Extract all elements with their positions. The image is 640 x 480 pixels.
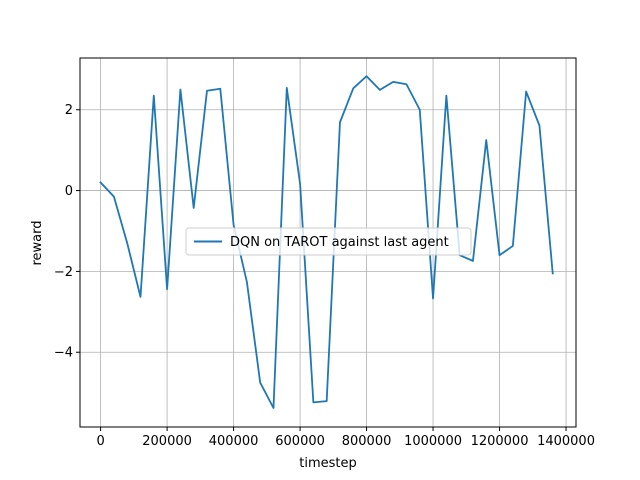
series-layer — [99, 75, 554, 409]
x-axis-label: timestep — [299, 456, 357, 471]
legend-box — [185, 227, 472, 256]
x-tick-label: 800000 — [342, 434, 392, 449]
series-line — [99, 75, 554, 409]
y-axis-label: reward — [30, 220, 45, 265]
x-tick-label: 200000 — [142, 434, 192, 449]
plot-frame — [79, 57, 577, 428]
y-tick-label: −4 — [54, 346, 73, 361]
y-tick-label: 2 — [65, 103, 73, 118]
x-axis-ticks: 0 200000 400000 600000 800000 1000000 1200000 1… — [96, 427, 595, 449]
x-tick-label: 400000 — [209, 434, 259, 449]
x-tick-label: 1400000 — [537, 434, 595, 449]
x-tick-label: 600000 — [275, 434, 325, 449]
legend: DQN on TAROT against last agent — [185, 227, 472, 256]
y-tick-label: −2 — [54, 265, 73, 280]
x-tick-label: 1000000 — [404, 434, 462, 449]
y-axis-ticks: −4 −2 0 2 — [54, 103, 80, 361]
x-tick-label: 0 — [96, 434, 104, 449]
legend-entry-label: DQN on TAROT against last agent — [230, 235, 449, 250]
y-tick-label: 0 — [65, 184, 73, 199]
x-tick-label: 1200000 — [471, 434, 529, 449]
